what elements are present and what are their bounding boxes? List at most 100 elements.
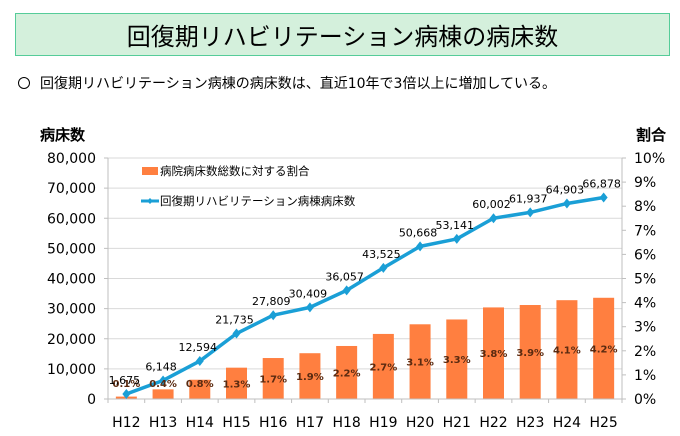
line-marker xyxy=(599,192,608,203)
bar xyxy=(262,358,284,399)
left-axis-tick-label: 70,000 xyxy=(47,181,96,197)
line-data-label: 30,409 xyxy=(289,287,328,300)
x-axis-tick-label: H22 xyxy=(479,415,507,431)
x-axis-tick-label: H14 xyxy=(186,415,214,431)
line-data-label: 36,057 xyxy=(325,270,364,283)
right-axis-tick-label: 1% xyxy=(634,368,656,384)
line-marker xyxy=(526,207,535,218)
bar-data-label: 0.1% xyxy=(112,379,140,390)
left-axis-tick-label: 10,000 xyxy=(47,362,96,378)
left-axis-tick-label: 40,000 xyxy=(47,272,96,288)
bar xyxy=(556,300,578,399)
line-marker xyxy=(416,241,425,252)
line-marker xyxy=(452,233,461,244)
bar-data-label: 1.3% xyxy=(223,379,251,390)
right-axis-tick-label: 10% xyxy=(634,151,665,167)
x-axis-tick-label: H17 xyxy=(296,415,324,431)
line-marker xyxy=(269,310,278,321)
bar xyxy=(519,305,541,399)
x-axis-tick-label: H20 xyxy=(406,415,434,431)
line-data-label: 64,903 xyxy=(546,183,585,196)
line-marker xyxy=(379,262,388,273)
bar-data-label: 3.9% xyxy=(516,348,544,359)
bar-data-label: 2.7% xyxy=(369,362,397,373)
line-data-label: 43,525 xyxy=(362,248,401,261)
legend-line-marker xyxy=(147,198,153,204)
left-axis-tick-label: 60,000 xyxy=(47,211,96,227)
line-marker xyxy=(489,213,498,224)
bar xyxy=(446,319,468,399)
bar-data-label: 4.1% xyxy=(553,346,581,357)
summary-text: 回復期リハビリテーション病棟の病床数は、直近10年で3倍以上に増加している。 xyxy=(40,76,557,92)
x-axis-tick-label: H23 xyxy=(516,415,544,431)
bar-data-label: 1.9% xyxy=(296,372,324,383)
bar xyxy=(189,379,211,399)
left-axis-tick-label: 0 xyxy=(87,392,96,408)
summary-line: 回復期リハビリテーション病棟の病床数は、直近10年で3倍以上に増加している。 xyxy=(18,73,556,93)
legend-line-label: 回復期リハビリテーション病棟病床数 xyxy=(160,194,356,208)
bar xyxy=(152,389,174,399)
right-axis-title: 割合 xyxy=(636,126,667,144)
x-axis-tick-label: H18 xyxy=(332,415,360,431)
bar xyxy=(336,345,358,399)
line-marker xyxy=(305,302,314,313)
legend-bar-swatch xyxy=(142,167,158,175)
line-series xyxy=(122,192,608,399)
bar-series xyxy=(115,297,615,399)
line-data-label: 50,668 xyxy=(399,226,438,239)
right-axis-tick-label: 9% xyxy=(634,175,656,191)
bar xyxy=(593,297,615,399)
line-marker xyxy=(195,356,204,367)
bar-data-label: 2.2% xyxy=(333,368,361,379)
right-axis-tick-label: 8% xyxy=(634,199,656,215)
bar-data-label: 0.4% xyxy=(149,379,177,390)
right-axis-tick-label: 3% xyxy=(634,320,656,336)
bar xyxy=(372,333,394,399)
title-banner: 回復期リハビリテーション病棟の病床数 xyxy=(15,13,670,56)
left-axis-title: 病床数 xyxy=(40,126,86,144)
line-data-label: 66,878 xyxy=(582,178,621,191)
line-data-label: 27,809 xyxy=(252,295,291,308)
bar-data-label: 3.3% xyxy=(443,355,471,366)
bar-data-label: 0.8% xyxy=(186,379,214,390)
bar-data-label: 1.7% xyxy=(259,375,287,386)
x-axis-tick-label: H19 xyxy=(369,415,397,431)
bar-data-label: 3.8% xyxy=(480,349,508,360)
right-axis-tick-label: 2% xyxy=(634,344,656,360)
line-data-label: 61,937 xyxy=(509,192,548,205)
data-labels: 0.1% 0.4% 0.8% 1.3% 1.7% 1.9% 2.2% 2.7% 3.1% 3.3%… xyxy=(109,178,621,391)
bar xyxy=(299,353,321,399)
line-marker xyxy=(562,198,571,209)
bar xyxy=(409,324,431,399)
right-axis-tick-label: 5% xyxy=(634,272,656,288)
x-axis-tick-label: H24 xyxy=(553,415,581,431)
bar xyxy=(226,367,247,399)
x-axis-tick-label: H15 xyxy=(222,415,250,431)
line-data-label: 12,594 xyxy=(179,341,218,354)
line-data-label: 53,141 xyxy=(436,219,475,232)
left-axis-tick-label: 30,000 xyxy=(47,302,96,318)
axes: 0 10,000 20,000 30,000 40,000 50,000 60,000 70,… xyxy=(47,151,665,431)
right-axis-tick-label: 7% xyxy=(634,223,656,239)
x-axis-tick-label: H13 xyxy=(149,415,177,431)
circle-bullet-icon xyxy=(18,77,30,89)
line-marker xyxy=(232,328,241,339)
line-marker xyxy=(159,375,168,386)
bar-data-label: 3.1% xyxy=(406,358,434,369)
legend-bar-label: 病院病床数総数に対する割合 xyxy=(160,164,310,178)
left-axis-tick-label: 80,000 xyxy=(47,151,96,167)
right-axis-tick-label: 0% xyxy=(634,392,656,408)
page-title: 回復期リハビリテーション病棟の病床数 xyxy=(126,23,559,51)
line-marker xyxy=(342,285,351,296)
line-data-label: 6,148 xyxy=(145,360,177,373)
right-axis-tick-label: 4% xyxy=(634,296,656,312)
line-data-label: 1,675 xyxy=(109,374,141,387)
right-axis-tick-label: 6% xyxy=(634,247,656,263)
x-axis-tick-label: H21 xyxy=(443,415,471,431)
x-axis-tick-label: H12 xyxy=(112,415,140,431)
x-axis-tick-label: H16 xyxy=(259,415,287,431)
legend: 病院病床数総数に対する割合 回復期リハビリテーション病棟病床数 xyxy=(141,164,356,208)
x-axis-tick-label: H25 xyxy=(589,415,617,431)
left-axis-tick-label: 20,000 xyxy=(47,332,96,348)
